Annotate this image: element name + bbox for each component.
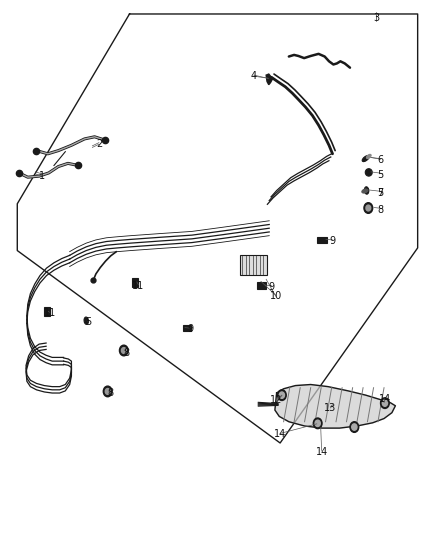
Ellipse shape — [364, 187, 369, 194]
Text: 6: 6 — [378, 155, 384, 165]
Text: 11: 11 — [132, 281, 145, 290]
Circle shape — [364, 203, 373, 213]
Circle shape — [120, 345, 128, 356]
Text: 9: 9 — [187, 324, 194, 334]
Text: 2: 2 — [96, 139, 102, 149]
FancyBboxPatch shape — [183, 325, 191, 332]
Ellipse shape — [362, 189, 368, 193]
Text: 14: 14 — [315, 447, 328, 456]
Polygon shape — [275, 384, 396, 428]
Text: 9: 9 — [268, 282, 275, 292]
Text: 5: 5 — [85, 317, 91, 327]
Circle shape — [366, 205, 371, 211]
FancyBboxPatch shape — [44, 308, 50, 316]
Circle shape — [279, 392, 285, 398]
Circle shape — [278, 390, 286, 400]
Text: 13: 13 — [324, 403, 336, 413]
Text: 3: 3 — [373, 13, 379, 23]
Circle shape — [313, 418, 322, 429]
Text: 12: 12 — [270, 395, 283, 406]
Text: 8: 8 — [124, 348, 130, 358]
Text: 5: 5 — [378, 170, 384, 180]
Text: 1: 1 — [39, 171, 45, 181]
Ellipse shape — [362, 156, 369, 161]
Circle shape — [381, 398, 389, 408]
Text: 7: 7 — [378, 188, 384, 198]
Circle shape — [382, 400, 388, 406]
Ellipse shape — [367, 155, 371, 158]
Ellipse shape — [84, 317, 88, 325]
Circle shape — [352, 424, 357, 430]
Polygon shape — [266, 74, 272, 85]
Text: 11: 11 — [43, 308, 56, 318]
Circle shape — [103, 386, 112, 397]
Circle shape — [350, 422, 359, 432]
Bar — [240, 255, 267, 275]
Text: 14: 14 — [274, 430, 286, 440]
Text: 8: 8 — [378, 205, 384, 215]
Text: 9: 9 — [329, 236, 336, 246]
Text: 4: 4 — [251, 71, 257, 81]
FancyBboxPatch shape — [317, 237, 327, 243]
FancyBboxPatch shape — [132, 278, 138, 287]
Circle shape — [105, 389, 110, 394]
Circle shape — [121, 348, 126, 353]
Text: 10: 10 — [270, 291, 282, 301]
FancyBboxPatch shape — [258, 282, 266, 289]
Text: 14: 14 — [379, 394, 391, 405]
Text: 5: 5 — [378, 188, 384, 198]
Ellipse shape — [365, 168, 372, 176]
Text: 8: 8 — [108, 388, 114, 398]
Circle shape — [315, 420, 320, 426]
